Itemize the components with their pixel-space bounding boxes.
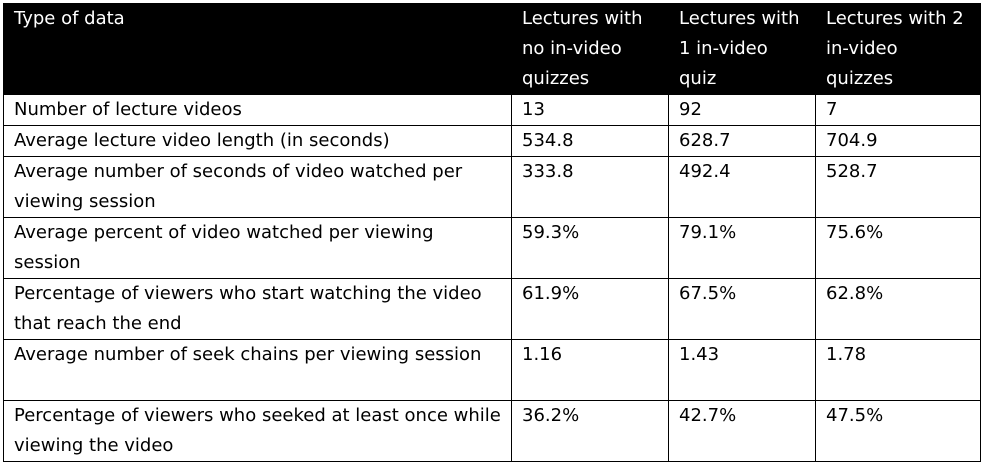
- row-label: Percentage of viewers who start watching…: [3, 278, 512, 340]
- cell-value: 62.8%: [815, 278, 981, 340]
- row-label: Average percent of video watched per vie…: [3, 217, 512, 279]
- row-label: Percentage of viewers who seeked at leas…: [3, 400, 512, 462]
- cell-value: 7: [815, 94, 981, 126]
- cell-value: 36.2%: [511, 400, 669, 462]
- table-row: Average percent of video watched per vie…: [3, 217, 981, 279]
- cell-value: 47.5%: [815, 400, 981, 462]
- cell-value: 704.9: [815, 125, 981, 157]
- data-table: Type of data Lectures with no in-video q…: [3, 3, 981, 462]
- cell-value: 534.8: [511, 125, 669, 157]
- table-row: Average number of seconds of video watch…: [3, 156, 981, 218]
- row-label: Average number of seconds of video watch…: [3, 156, 512, 218]
- cell-value: 333.8: [511, 156, 669, 218]
- row-label: Average number of seek chains per viewin…: [3, 339, 512, 401]
- row-label: Number of lecture videos: [3, 94, 512, 126]
- header-type-of-data: Type of data: [3, 3, 512, 95]
- table-row: Average number of seek chains per viewin…: [3, 339, 981, 401]
- cell-value: 59.3%: [511, 217, 669, 279]
- cell-value: 528.7: [815, 156, 981, 218]
- cell-value: 67.5%: [668, 278, 816, 340]
- cell-value: 61.9%: [511, 278, 669, 340]
- table-row: Percentage of viewers who start watching…: [3, 278, 981, 340]
- cell-value: 628.7: [668, 125, 816, 157]
- cell-value: 1.78: [815, 339, 981, 401]
- table-row: Average lecture video length (in seconds…: [3, 125, 981, 157]
- cell-value: 42.7%: [668, 400, 816, 462]
- header-row: Type of data Lectures with no in-video q…: [3, 3, 981, 95]
- cell-value: 75.6%: [815, 217, 981, 279]
- row-label: Average lecture video length (in seconds…: [3, 125, 512, 157]
- header-two-quizzes: Lectures with 2 in-video quizzes: [815, 3, 981, 95]
- table-row: Number of lecture videos 13 92 7: [3, 94, 981, 126]
- cell-value: 13: [511, 94, 669, 126]
- cell-value: 79.1%: [668, 217, 816, 279]
- cell-value: 92: [668, 94, 816, 126]
- table-row: Percentage of viewers who seeked at leas…: [3, 400, 981, 462]
- header-no-quizzes: Lectures with no in-video quizzes: [511, 3, 669, 95]
- cell-value: 1.16: [511, 339, 669, 401]
- header-one-quiz: Lectures with 1 in-video quiz: [668, 3, 816, 95]
- cell-value: 492.4: [668, 156, 816, 218]
- cell-value: 1.43: [668, 339, 816, 401]
